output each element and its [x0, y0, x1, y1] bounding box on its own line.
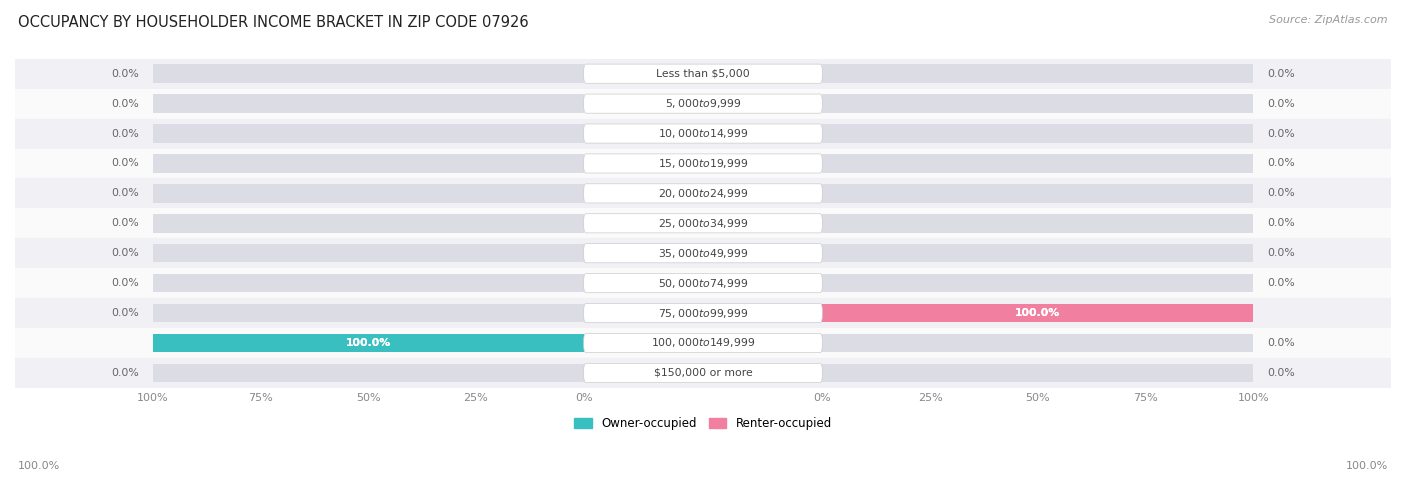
Bar	[823, 214, 1253, 233]
Bar	[15, 88, 1391, 119]
Text: 0.0%: 0.0%	[111, 99, 139, 109]
Bar	[153, 214, 583, 233]
Text: $50,000 to $74,999: $50,000 to $74,999	[658, 277, 748, 290]
Text: 0.0%: 0.0%	[111, 189, 139, 198]
Text: 0.0%: 0.0%	[1267, 99, 1295, 109]
Bar	[823, 244, 1253, 262]
FancyBboxPatch shape	[583, 64, 823, 83]
Bar	[15, 119, 1391, 149]
Text: 0.0%: 0.0%	[1267, 368, 1295, 378]
Text: 0.0%: 0.0%	[111, 368, 139, 378]
Text: 0.0%: 0.0%	[1267, 69, 1295, 79]
FancyBboxPatch shape	[583, 243, 823, 263]
Text: $25,000 to $34,999: $25,000 to $34,999	[658, 217, 748, 230]
Text: $10,000 to $14,999: $10,000 to $14,999	[658, 127, 748, 140]
Bar	[153, 94, 583, 113]
Text: $15,000 to $19,999: $15,000 to $19,999	[658, 157, 748, 170]
Bar	[153, 124, 583, 143]
Text: 0.0%: 0.0%	[1267, 128, 1295, 139]
Bar	[823, 364, 1253, 382]
Bar	[15, 298, 1391, 328]
Text: Less than $5,000: Less than $5,000	[657, 69, 749, 79]
Text: 100.0%: 100.0%	[18, 461, 60, 471]
Bar	[823, 154, 1253, 173]
Bar	[153, 244, 583, 262]
Text: 0.0%: 0.0%	[1267, 218, 1295, 228]
Bar	[153, 364, 583, 382]
Bar	[15, 328, 1391, 358]
Text: 100.0%: 100.0%	[1346, 461, 1388, 471]
Bar	[15, 238, 1391, 268]
Bar	[153, 154, 583, 173]
Bar	[823, 184, 1253, 203]
Text: $75,000 to $99,999: $75,000 to $99,999	[658, 307, 748, 320]
Bar	[15, 268, 1391, 298]
FancyBboxPatch shape	[583, 214, 823, 233]
Bar	[823, 94, 1253, 113]
Text: 0.0%: 0.0%	[111, 308, 139, 318]
Bar	[823, 124, 1253, 143]
Text: 0.0%: 0.0%	[1267, 248, 1295, 258]
FancyBboxPatch shape	[583, 274, 823, 293]
Bar	[15, 149, 1391, 178]
Bar	[823, 304, 1253, 322]
Text: 0.0%: 0.0%	[111, 128, 139, 139]
Text: $20,000 to $24,999: $20,000 to $24,999	[658, 187, 748, 200]
Bar	[153, 65, 583, 83]
Text: $100,000 to $149,999: $100,000 to $149,999	[651, 336, 755, 349]
Legend: Owner-occupied, Renter-occupied: Owner-occupied, Renter-occupied	[569, 412, 837, 434]
FancyBboxPatch shape	[583, 124, 823, 143]
Text: 0.0%: 0.0%	[111, 69, 139, 79]
FancyBboxPatch shape	[583, 303, 823, 323]
Bar	[153, 334, 583, 352]
Bar	[153, 274, 583, 293]
Bar	[153, 184, 583, 203]
FancyBboxPatch shape	[583, 184, 823, 203]
Bar	[15, 358, 1391, 388]
Bar	[153, 304, 583, 322]
Text: 100.0%: 100.0%	[346, 338, 391, 348]
Text: $35,000 to $49,999: $35,000 to $49,999	[658, 247, 748, 260]
Text: OCCUPANCY BY HOUSEHOLDER INCOME BRACKET IN ZIP CODE 07926: OCCUPANCY BY HOUSEHOLDER INCOME BRACKET …	[18, 15, 529, 30]
Text: 0.0%: 0.0%	[1267, 278, 1295, 288]
Text: $5,000 to $9,999: $5,000 to $9,999	[665, 97, 741, 110]
Text: 0.0%: 0.0%	[111, 218, 139, 228]
Bar	[15, 208, 1391, 238]
Bar	[823, 304, 1253, 322]
FancyBboxPatch shape	[583, 333, 823, 352]
Bar	[823, 65, 1253, 83]
Text: 0.0%: 0.0%	[111, 278, 139, 288]
Bar	[823, 334, 1253, 352]
FancyBboxPatch shape	[583, 364, 823, 382]
Text: 0.0%: 0.0%	[111, 158, 139, 169]
Bar	[15, 59, 1391, 88]
Text: Source: ZipAtlas.com: Source: ZipAtlas.com	[1270, 15, 1388, 25]
FancyBboxPatch shape	[583, 154, 823, 173]
Text: 0.0%: 0.0%	[1267, 158, 1295, 169]
Bar	[15, 178, 1391, 208]
FancyBboxPatch shape	[583, 94, 823, 113]
Text: 0.0%: 0.0%	[1267, 189, 1295, 198]
Text: 100.0%: 100.0%	[1015, 308, 1060, 318]
Bar	[823, 274, 1253, 293]
Text: 100.0%: 100.0%	[1015, 308, 1060, 318]
Text: 100.0%: 100.0%	[346, 338, 391, 348]
Text: 0.0%: 0.0%	[111, 248, 139, 258]
Bar	[153, 334, 583, 352]
Text: 0.0%: 0.0%	[1267, 338, 1295, 348]
Text: $150,000 or more: $150,000 or more	[654, 368, 752, 378]
